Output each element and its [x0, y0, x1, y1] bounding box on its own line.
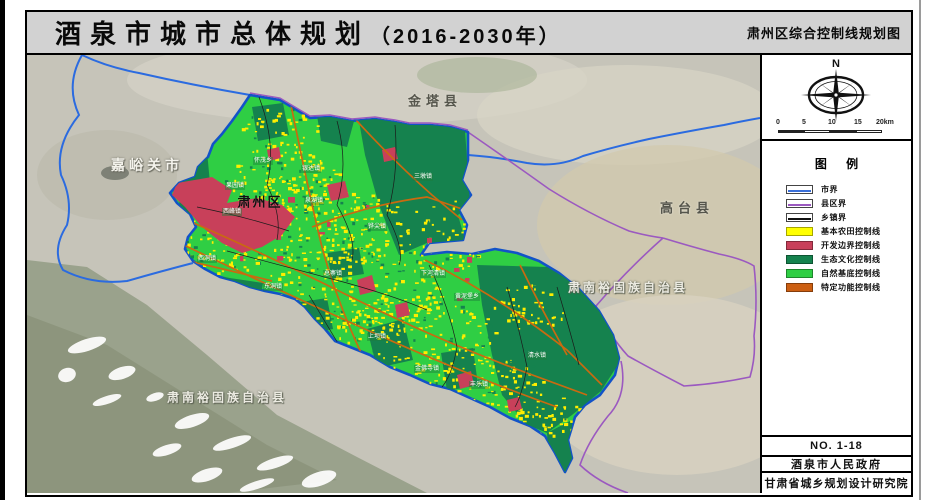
- legend-title: 图 例: [814, 157, 867, 171]
- road-lines: [170, 95, 603, 408]
- farmland-speckles: [185, 108, 583, 438]
- legend-rows: 市界县区界乡镇界基本农田控制线 开发边界控制线 生态文化控制线 自然基底控制线 特定功能…: [762, 184, 911, 293]
- page-right-border: [919, 0, 921, 500]
- scale-tick: 5: [802, 119, 806, 126]
- sheet-subtitle: 肃州区综合控制线规划图: [746, 26, 901, 41]
- north-county-line: [249, 92, 469, 131]
- sidebar: N 0 5 10 15 20km 图 例 市界县区界乡镇界基本农田控制线 开发边界控制线生…: [760, 55, 911, 493]
- legend-swatch-fill: [786, 241, 813, 250]
- scale-segment: [856, 130, 882, 133]
- county-boundary-line: [464, 129, 664, 239]
- page-title: 酒泉市城市总体规划: [55, 19, 371, 49]
- scale-segment: [804, 130, 830, 133]
- map-drawing: [27, 55, 760, 493]
- plan-sheet-frame: 酒泉市城市总体规划 （2016-2030年） 肃州区综合控制线规划图: [25, 10, 913, 497]
- legend-label: 基本农田控制线: [821, 227, 881, 236]
- sheet-number: NO. 1-18: [762, 437, 911, 457]
- legend-label: 县区界: [821, 199, 847, 208]
- scale-segment: [830, 130, 856, 133]
- scale-bar-labels: 0 5 10 15 20km: [776, 119, 898, 127]
- legend-label: 生态文化控制线: [821, 255, 881, 264]
- page-title-years: （2016-2030年）: [370, 26, 562, 48]
- scale-segment: [778, 130, 804, 133]
- north-label: N: [832, 58, 840, 70]
- legend-swatch-line: [786, 213, 813, 222]
- legend-swatch-line: [786, 185, 813, 194]
- legend-item: 县区界: [786, 198, 911, 209]
- legend-swatch-line: [786, 199, 813, 208]
- scale-tick: 15: [854, 119, 862, 126]
- city-boundary-line: [56, 55, 194, 283]
- legend-item: 自然基底控制线: [786, 268, 911, 279]
- content-row: 嘉峪关市 金塔县 高台县 肃南裕固族自治县 肃南裕固族自治县 肃州区 怀茂乡 银达镇 三墩镇 果园…: [27, 55, 911, 493]
- legend-label: 开发边界控制线: [821, 241, 881, 250]
- legend-swatch-fill: [786, 269, 813, 278]
- page-left-border: [0, 0, 5, 500]
- legend-panel: 图 例 市界县区界乡镇界基本农田控制线 开发边界控制线 生态文化控制线 自然基底控制线…: [762, 141, 911, 437]
- scale-tick: 10: [828, 119, 836, 126]
- township-boundaries: [196, 96, 580, 408]
- legend-item: 开发边界控制线: [786, 240, 911, 251]
- legend-swatch-fill: [786, 255, 813, 264]
- legend-item: 生态文化控制线: [786, 254, 911, 265]
- legend-label: 乡镇界: [821, 213, 847, 222]
- legend-item: 基本农田控制线: [786, 226, 911, 237]
- lake: [101, 166, 129, 180]
- legend-label: 自然基底控制线: [821, 269, 881, 278]
- legend-item: 特定功能控制线: [786, 282, 911, 293]
- institute-name: 甘肃省城乡规划设计研究院: [764, 478, 909, 490]
- legend-label: 特定功能控制线: [821, 283, 881, 292]
- legend-swatch-fill: [786, 283, 813, 292]
- government-name: 酒泉市人民政府: [762, 457, 911, 473]
- compass-rose: N: [801, 58, 871, 121]
- legend-item: 乡镇界: [786, 212, 911, 223]
- scale-bar: [778, 130, 882, 133]
- scale-tick: 0: [776, 119, 780, 126]
- snow-caps: [58, 336, 337, 492]
- scale-tick: 20km: [876, 119, 894, 126]
- legend-item: 市界: [786, 184, 911, 195]
- legend-label: 市界: [821, 185, 838, 194]
- east-desert: [537, 145, 760, 305]
- legend-swatch-fill: [786, 227, 813, 236]
- title-bar: 酒泉市城市总体规划 （2016-2030年） 肃州区综合控制线规划图: [27, 12, 911, 55]
- map-canvas: 嘉峪关市 金塔县 高台县 肃南裕固族自治县 肃南裕固族自治县 肃州区 怀茂乡 银达镇 三墩镇 果园…: [27, 55, 760, 493]
- north-arrow-panel: N 0 5 10 15 20km: [762, 55, 911, 141]
- title-group: 酒泉市城市总体规划 （2016-2030年）: [55, 14, 562, 51]
